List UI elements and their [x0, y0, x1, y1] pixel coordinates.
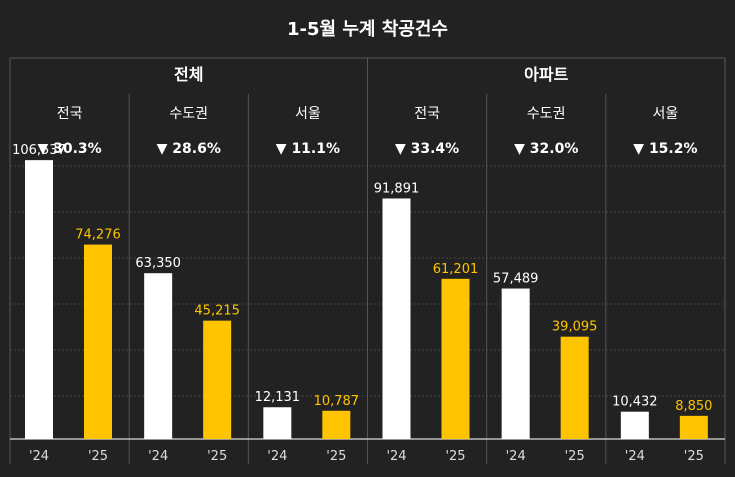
region-label: 수도권 [169, 106, 208, 122]
tick-label: '25 [684, 449, 704, 464]
group-title: 아파트 [524, 65, 568, 84]
value-label: 10,787 [314, 394, 360, 409]
bar [203, 320, 232, 439]
region-label: 서울 [653, 106, 679, 122]
value-label: 106,537 [12, 143, 66, 158]
bar [84, 244, 112, 439]
bar [25, 160, 53, 439]
region-label: 수도권 [527, 106, 566, 122]
tick-label: '24 [267, 449, 287, 464]
tick-label: '25 [445, 449, 465, 464]
bar [620, 411, 649, 439]
bar [382, 198, 411, 439]
change-label: ▼ 15.2% [633, 141, 697, 157]
value-label: 57,489 [493, 272, 539, 287]
value-label: 61,201 [433, 262, 479, 277]
value-label: 8,850 [675, 399, 712, 414]
value-label: 39,095 [552, 320, 598, 335]
group-title: 전체 [174, 65, 203, 84]
chart-title: 1-5월 누계 착공건수 [287, 19, 448, 40]
tick-label: '24 [148, 449, 168, 464]
value-label: 10,432 [612, 395, 658, 410]
region-label: 서울 [295, 106, 321, 122]
region-label: 전국 [57, 106, 83, 122]
panel-layer [9, 57, 726, 464]
tick-label: '24 [625, 449, 645, 464]
bar [322, 410, 351, 439]
tick-label: '25 [565, 449, 585, 464]
tick-label: '25 [88, 449, 108, 464]
change-label: ▼ 33.4% [395, 141, 459, 157]
bar [441, 278, 470, 439]
tick-label: '24 [506, 449, 526, 464]
bar-layer [25, 160, 708, 439]
tick-label: '24 [29, 449, 49, 464]
change-label: ▼ 30.3% [37, 141, 101, 157]
bar [501, 288, 530, 439]
region-label: 전국 [414, 106, 440, 122]
change-label: ▼ 32.0% [514, 141, 578, 157]
value-label: 45,215 [194, 304, 240, 319]
change-label: ▼ 11.1% [276, 141, 340, 157]
bar [560, 336, 589, 439]
tick-label: '25 [326, 449, 346, 464]
bar [679, 415, 708, 439]
change-label: ▼ 28.6% [157, 141, 221, 157]
value-label: 74,276 [75, 228, 121, 243]
value-label: 12,131 [255, 390, 301, 405]
tick-label: '25 [207, 449, 227, 464]
value-label: 63,350 [135, 256, 181, 271]
value-label: 91,891 [374, 181, 420, 196]
bar [263, 407, 292, 439]
tick-label: '24 [386, 449, 406, 464]
bar [144, 273, 173, 439]
